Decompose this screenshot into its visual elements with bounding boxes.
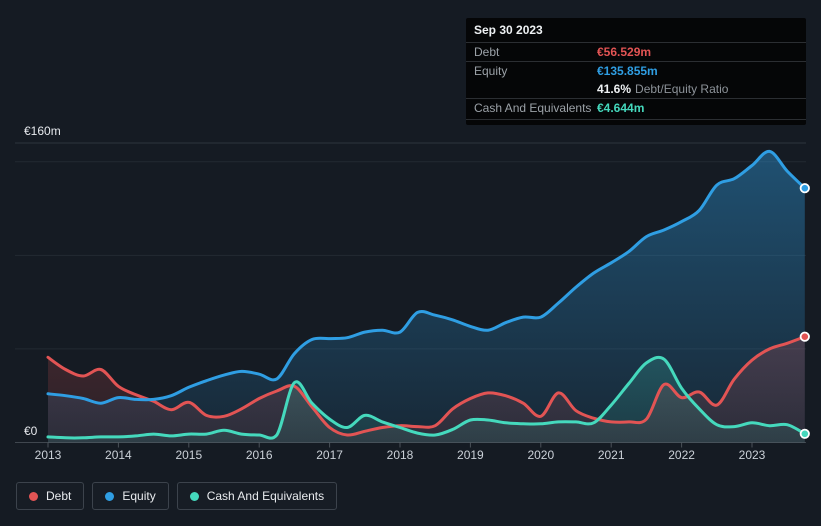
tooltip-row-ratio: 41.6% Debt/Equity Ratio <box>466 80 806 98</box>
tooltip-footer-divider <box>466 119 806 122</box>
tooltip-ratio-value: 41.6% <box>597 82 632 96</box>
end-dot-equity <box>799 183 810 194</box>
legend-label-cash-and-equivalents: Cash And Equivalents <box>206 489 325 503</box>
legend-dot-debt <box>29 491 38 501</box>
x-axis-label-2023: 2023 <box>738 448 766 462</box>
chart-legend: Debt Equity Cash And Equivalents <box>16 482 338 510</box>
x-axis-label-2013: 2013 <box>34 448 62 462</box>
legend-label-debt: Debt <box>46 489 72 503</box>
chart-tooltip: Sep 30 2023 Debt €56.529m Equity €135.85… <box>466 18 806 125</box>
y-axis-label-max: €160m <box>24 124 61 138</box>
legend-item-debt[interactable]: Debt <box>16 482 85 510</box>
tooltip-cash-value: €4.644m <box>597 101 645 115</box>
x-axis-label-2018: 2018 <box>386 448 414 462</box>
tooltip-debt-value: €56.529m <box>597 45 652 59</box>
series-lines <box>46 149 807 440</box>
legend-item-cash-and-equivalents[interactable]: Cash And Equivalents <box>176 482 338 510</box>
x-axis-label-2021: 2021 <box>597 448 625 462</box>
tooltip-equity-value: €135.855m <box>597 64 658 78</box>
tooltip-row-debt: Debt €56.529m <box>466 42 806 61</box>
tooltip-row-equity: Equity €135.855m <box>466 61 806 80</box>
legend-dot-equity <box>105 491 115 501</box>
line-cash-and-equivalents <box>46 355 807 440</box>
legend-dot-cash-and-equivalents <box>189 491 199 501</box>
area-equity <box>48 151 805 443</box>
x-axis-label-2015: 2015 <box>175 448 203 462</box>
line-debt <box>46 335 807 437</box>
legend-label-equity: Equity <box>122 489 156 503</box>
tooltip-row-cash: Cash And Equivalents €4.644m <box>466 98 806 117</box>
end-dot-debt <box>799 331 810 342</box>
end-dot-cash-and-equivalents <box>799 428 810 439</box>
tooltip-date: Sep 30 2023 <box>474 23 543 37</box>
x-axis-label-2017: 2017 <box>316 448 343 462</box>
tooltip-cash-label: Cash And Equivalents <box>474 101 592 115</box>
x-axis-label-2019: 2019 <box>457 448 484 462</box>
x-axis-label-2014: 2014 <box>105 448 132 462</box>
y-axis-label-zero: €0 <box>24 424 38 438</box>
legend-item-equity[interactable]: Equity <box>92 482 169 510</box>
x-axis-label-2016: 2016 <box>245 448 273 462</box>
tooltip-ratio: 41.6% Debt/Equity Ratio <box>597 82 728 96</box>
series-end-dots <box>799 183 810 439</box>
tooltip-ratio-label: Debt/Equity Ratio <box>635 82 729 96</box>
x-axis-label-2022: 2022 <box>668 448 695 462</box>
tooltip-debt-label: Debt <box>474 45 500 59</box>
tooltip-equity-label: Equity <box>474 64 508 78</box>
x-axis-label-2020: 2020 <box>527 448 555 462</box>
area-debt <box>48 336 805 443</box>
x-axis-ticks <box>47 442 753 448</box>
line-equity <box>46 149 807 405</box>
